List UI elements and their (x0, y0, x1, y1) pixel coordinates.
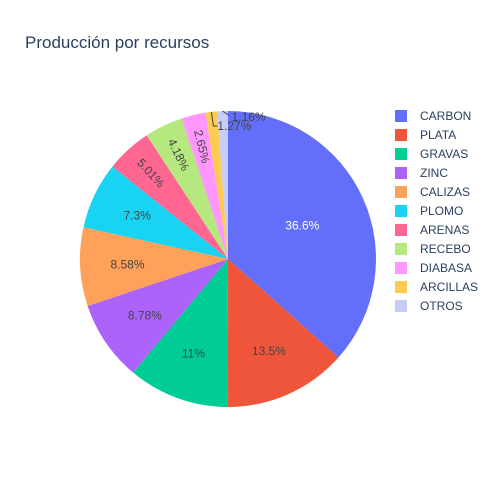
legend-label: CALIZAS (420, 184, 471, 199)
legend-swatch (395, 280, 407, 293)
chart-legend: CARBON PLATA GRAVAS ZINC CALIZAS PLOMO ARENAS R… (395, 106, 478, 315)
legend-swatch (395, 261, 407, 274)
pie-slice-otros[interactable] (217, 111, 228, 259)
pie-slice-recebo[interactable] (146, 118, 228, 259)
legend-swatch (395, 147, 407, 160)
pie-slice-calizas[interactable] (79, 227, 228, 306)
legend-swatch (395, 166, 407, 179)
leader-line-arcillas (210, 111, 218, 127)
legend-label: PLATA (420, 127, 457, 142)
slice-label-zinc: 8.78% (128, 309, 162, 323)
pie-slice-gravas[interactable] (133, 259, 228, 407)
legend-label: ARCILLAS (420, 279, 479, 294)
chart-title: Producción por recursos (25, 33, 210, 52)
pie-slice-carbon[interactable] (228, 111, 377, 358)
pie-slice-arcillas[interactable] (205, 111, 228, 259)
legend-label: OTROS (420, 298, 463, 313)
legend-swatch (395, 185, 407, 198)
legend-label: CARBON (420, 108, 472, 123)
slice-label-plomo: 7.3% (123, 209, 151, 223)
pie-slice-plata[interactable] (227, 259, 339, 408)
legend-item-recebo[interactable]: RECEBO (395, 239, 478, 258)
legend-swatch (395, 128, 407, 141)
legend-label: PLOMO (420, 203, 464, 218)
slice-label-arcillas: 1.27% (217, 119, 251, 133)
legend-item-plata[interactable]: PLATA (395, 125, 478, 144)
leader-line-otros (222, 110, 229, 116)
legend-item-arenas[interactable]: ARENAS (395, 220, 478, 239)
legend-item-calizas[interactable]: CALIZAS (395, 182, 478, 201)
slice-label-calizas: 8.58% (110, 257, 144, 271)
legend-swatch (395, 223, 407, 236)
legend-item-carbon[interactable]: CARBON (395, 106, 478, 125)
legend-item-diabasa[interactable]: DIABASA (395, 258, 478, 277)
legend-item-otros[interactable]: OTROS (395, 296, 478, 315)
legend-label: ARENAS (420, 222, 470, 237)
legend-swatch (395, 204, 407, 217)
pie-slice-zinc[interactable] (87, 259, 228, 373)
legend-swatch (395, 299, 407, 312)
slice-label-gravas: 11% (182, 347, 205, 361)
slice-label-otros: 1.16% (232, 110, 266, 124)
legend-item-gravas[interactable]: GRAVAS (395, 144, 478, 163)
pie-slice-plomo[interactable] (83, 166, 229, 259)
legend-label: DIABASA (420, 260, 473, 275)
legend-label: ZINC (420, 165, 448, 180)
legend-item-plomo[interactable]: PLOMO (395, 201, 478, 220)
legend-label: RECEBO (420, 241, 471, 256)
slice-label-plata: 13.5% (252, 344, 286, 358)
legend-item-zinc[interactable]: ZINC (395, 163, 478, 182)
pie-slice-arenas[interactable] (112, 135, 228, 259)
legend-label: GRAVAS (420, 146, 469, 161)
slice-label-carbon: 36.6% (285, 219, 319, 233)
legend-swatch (395, 242, 407, 255)
legend-item-arcillas[interactable]: ARCILLAS (395, 277, 478, 296)
pie-slice-diabasa[interactable] (181, 112, 228, 260)
legend-swatch (395, 109, 407, 122)
